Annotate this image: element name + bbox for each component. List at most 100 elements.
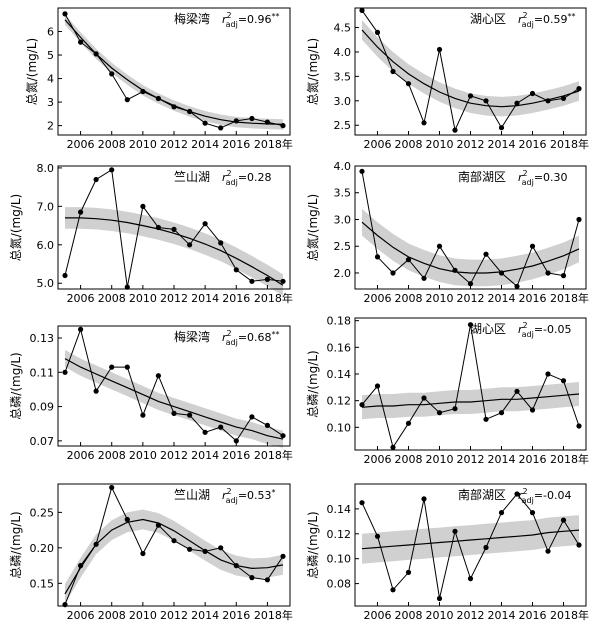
chart-panel-6: 2006 2008 2010 2012 2014 2016 2018年 0.10 0.12 0.1… — [305, 315, 589, 466]
data-point — [452, 406, 458, 412]
data-point — [218, 240, 224, 246]
x-tick-label: 2018年 — [254, 608, 293, 622]
data-point — [187, 412, 193, 418]
x-tick-label: 2006 — [67, 449, 95, 462]
data-point — [280, 553, 286, 559]
data-point — [405, 257, 412, 263]
x-tick-label: 2006 — [67, 138, 95, 151]
y-tick-label: 2.0 — [334, 267, 352, 280]
x-tick-label: 2014 — [488, 609, 516, 622]
data-point — [514, 491, 520, 497]
r2-annotation: r2 adj=0.68** — [222, 329, 280, 347]
data-point — [140, 412, 146, 418]
data-point — [498, 509, 505, 516]
data-point — [233, 118, 239, 124]
x-tick-label: 2012 — [457, 292, 485, 305]
y-tick-label: 3.5 — [334, 187, 352, 200]
x-tick-label: 2016 — [222, 609, 250, 622]
plot-frame — [57, 7, 291, 136]
data-point — [560, 517, 567, 523]
r2-annotation: r2 adj=0.59** — [518, 11, 576, 29]
data-point — [109, 364, 115, 370]
region-label: 南部湖区 — [458, 487, 506, 502]
x-tick-label: 2006 — [363, 609, 391, 622]
x-tick-label: 2008 — [394, 292, 422, 305]
x-tick-label: 2012 — [457, 453, 485, 466]
x-tick-label: 2014 — [488, 453, 516, 466]
data-point — [374, 533, 381, 539]
x-tick-label: 2008 — [394, 609, 422, 622]
data-point — [421, 496, 427, 502]
x-tick-label: 2006 — [363, 138, 391, 151]
data-point — [62, 272, 68, 279]
data-point — [374, 383, 381, 389]
data-point — [483, 416, 489, 422]
y-tick-label: 0.07 — [30, 435, 55, 448]
data-point — [390, 587, 396, 593]
y-tick-label: 4.5 — [334, 22, 352, 35]
x-tick-label: 2016 — [222, 292, 250, 305]
data-point — [93, 541, 99, 547]
chart-panel-2: 2006 2008 2010 2012 2014 2016 2018年 2.5 3.0 3.5 4.… — [305, 7, 589, 151]
data-point — [280, 278, 286, 284]
data-point — [155, 373, 161, 379]
data-point — [140, 88, 146, 95]
x-tick-label: 2010 — [129, 292, 157, 305]
data-point — [405, 81, 412, 87]
data-point — [78, 209, 84, 215]
data-point — [264, 422, 270, 428]
x-tick-label: 2008 — [394, 138, 422, 151]
trend-line — [361, 221, 580, 274]
data-point — [264, 577, 270, 583]
data-point — [545, 548, 551, 554]
data-point — [483, 98, 489, 104]
data-point — [529, 90, 536, 97]
data-point — [78, 563, 84, 569]
r2-annotation: r2 adj=0.96** — [222, 11, 280, 29]
data-point — [218, 125, 224, 131]
x-tick-label: 2018年 — [550, 291, 589, 305]
y-tick-label: 3.0 — [334, 213, 352, 226]
y-tick-label: 0.18 — [327, 315, 352, 328]
data-point — [498, 125, 505, 131]
y-axis-label: 总磷/(mg/L) — [8, 352, 23, 419]
data-point — [124, 284, 130, 290]
data-point — [467, 281, 474, 287]
data-point — [529, 407, 536, 413]
data-point — [467, 93, 474, 99]
x-tick-label: 2008 — [98, 138, 126, 151]
y-axis-label: 总氮/(mg/L) — [8, 194, 23, 261]
y-tick-label: 0.20 — [30, 542, 55, 555]
x-tick-label: 2016 — [519, 292, 547, 305]
x-tick-label: 2016 — [519, 609, 547, 622]
region-label: 梅梁湾 — [174, 11, 210, 26]
x-tick-label: 2016 — [222, 138, 250, 151]
y-tick-label: 6.0 — [37, 239, 55, 252]
y-axis-label: 总氮/(mg/L) — [305, 38, 320, 105]
x-tick-label: 2016 — [519, 453, 547, 466]
y-tick-label: 2.5 — [334, 119, 352, 132]
data-point — [249, 414, 255, 420]
y-tick-label: 0.14 — [327, 368, 352, 381]
x-tick-label: 2012 — [160, 449, 188, 462]
x-tick-label: 2018年 — [254, 448, 293, 462]
data-point — [155, 522, 161, 528]
x-tick-label: 2012 — [160, 609, 188, 622]
data-point — [576, 542, 582, 548]
y-tick-label: 4.0 — [334, 160, 352, 173]
region-label: 梅梁湾 — [174, 329, 210, 344]
data-point — [405, 420, 412, 426]
data-point — [109, 71, 115, 77]
data-point — [62, 11, 68, 17]
x-tick-label: 2018年 — [550, 137, 589, 151]
data-point — [390, 270, 396, 276]
data-point — [514, 100, 520, 106]
data-point — [62, 369, 68, 375]
y-tick-label: 3.0 — [334, 95, 352, 108]
y-tick-label: 0.13 — [30, 332, 55, 345]
data-point — [359, 402, 365, 408]
data-point — [560, 378, 567, 384]
y-tick-label: 2 — [47, 120, 54, 133]
x-tick-label: 2014 — [488, 292, 516, 305]
data-point — [124, 97, 130, 103]
